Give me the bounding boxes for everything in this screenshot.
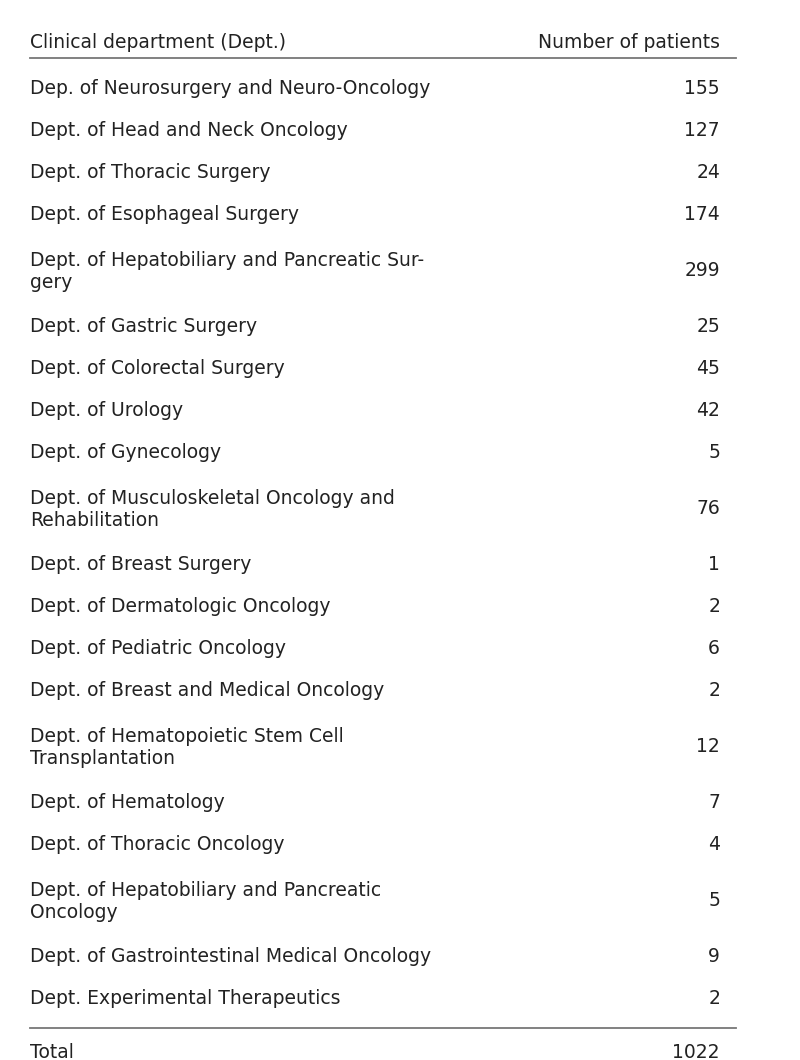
Text: Dept. of Gastric Surgery: Dept. of Gastric Surgery [30, 318, 257, 336]
Text: 127: 127 [684, 122, 720, 141]
Text: Total: Total [30, 1042, 74, 1060]
Text: Dept. of Thoracic Oncology: Dept. of Thoracic Oncology [30, 835, 285, 854]
Text: 1: 1 [708, 555, 720, 575]
Text: Clinical department (Dept.): Clinical department (Dept.) [30, 34, 286, 53]
Text: 25: 25 [696, 318, 720, 336]
Text: Dept. of Hematology: Dept. of Hematology [30, 794, 225, 813]
Text: 6: 6 [708, 639, 720, 658]
Text: Dept. of Urology: Dept. of Urology [30, 402, 183, 421]
Text: Dept. Experimental Therapeutics: Dept. Experimental Therapeutics [30, 989, 341, 1008]
Text: 5: 5 [708, 443, 720, 462]
Text: Dept. of Musculoskeletal Oncology and: Dept. of Musculoskeletal Oncology and [30, 489, 395, 508]
Text: 155: 155 [684, 80, 720, 99]
Text: Transplantation: Transplantation [30, 748, 175, 767]
Text: gery: gery [30, 272, 72, 292]
Text: 24: 24 [696, 163, 720, 182]
Text: Dept. of Gastrointestinal Medical Oncology: Dept. of Gastrointestinal Medical Oncolo… [30, 948, 431, 967]
Text: 174: 174 [684, 206, 720, 225]
Text: 12: 12 [696, 738, 720, 757]
Text: 5: 5 [708, 891, 720, 911]
Text: 2: 2 [708, 598, 720, 617]
Text: Rehabilitation: Rehabilitation [30, 511, 159, 530]
Text: Dept. of Gynecology: Dept. of Gynecology [30, 443, 221, 462]
Text: 299: 299 [684, 262, 720, 281]
Text: 2: 2 [708, 682, 720, 701]
Text: 42: 42 [696, 402, 720, 421]
Text: Dept. of Hematopoietic Stem Cell: Dept. of Hematopoietic Stem Cell [30, 726, 344, 745]
Text: Oncology: Oncology [30, 902, 118, 921]
Text: 1022: 1022 [673, 1042, 720, 1060]
Text: Dept. of Breast Surgery: Dept. of Breast Surgery [30, 555, 251, 575]
Text: 4: 4 [708, 835, 720, 854]
Text: 45: 45 [696, 359, 720, 378]
Text: Number of patients: Number of patients [538, 34, 720, 53]
Text: 9: 9 [708, 948, 720, 967]
Text: Dept. of Thoracic Surgery: Dept. of Thoracic Surgery [30, 163, 270, 182]
Text: 2: 2 [708, 989, 720, 1008]
Text: Dept. of Head and Neck Oncology: Dept. of Head and Neck Oncology [30, 122, 348, 141]
Text: Dept. of Hepatobiliary and Pancreatic Sur-: Dept. of Hepatobiliary and Pancreatic Su… [30, 250, 424, 269]
Text: Dept. of Esophageal Surgery: Dept. of Esophageal Surgery [30, 206, 299, 225]
Text: Dept. of Pediatric Oncology: Dept. of Pediatric Oncology [30, 639, 286, 658]
Text: Dept. of Hepatobiliary and Pancreatic: Dept. of Hepatobiliary and Pancreatic [30, 881, 381, 900]
Text: Dept. of Colorectal Surgery: Dept. of Colorectal Surgery [30, 359, 285, 378]
Text: 76: 76 [696, 499, 720, 518]
Text: 7: 7 [708, 794, 720, 813]
Text: Dept. of Dermatologic Oncology: Dept. of Dermatologic Oncology [30, 598, 330, 617]
Text: Dept. of Breast and Medical Oncology: Dept. of Breast and Medical Oncology [30, 682, 384, 701]
Text: Dep. of Neurosurgery and Neuro-Oncology: Dep. of Neurosurgery and Neuro-Oncology [30, 80, 430, 99]
